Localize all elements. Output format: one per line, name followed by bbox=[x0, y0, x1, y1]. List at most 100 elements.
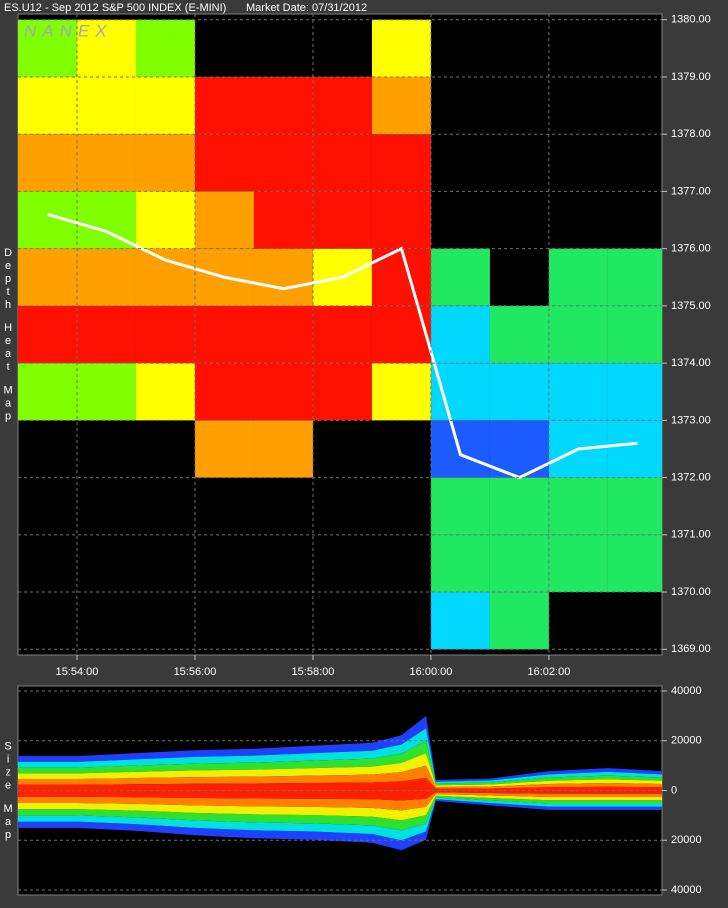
x-tick-label: 16:00:00 bbox=[410, 666, 453, 678]
heat-cell bbox=[548, 534, 608, 593]
heat-cell bbox=[430, 363, 490, 421]
heat-cell bbox=[430, 248, 490, 306]
size-band bbox=[18, 765, 662, 789]
side-label: Map bbox=[2, 803, 14, 842]
heat-cell bbox=[135, 19, 195, 77]
heat-cell bbox=[253, 76, 313, 135]
heat-cell bbox=[312, 305, 372, 364]
y-tick-label: 20000 bbox=[671, 834, 702, 846]
heat-cell bbox=[607, 363, 662, 421]
size-band bbox=[18, 792, 662, 811]
side-label: Size bbox=[2, 741, 14, 793]
size-band bbox=[18, 728, 662, 784]
market-date: Market Date: 07/31/2012 bbox=[246, 2, 367, 14]
heat-cell bbox=[312, 191, 372, 249]
y-tick-label: 0 bbox=[671, 784, 677, 796]
heat-cell bbox=[607, 305, 662, 364]
heat-cell bbox=[76, 363, 136, 421]
heat-cell bbox=[253, 134, 313, 192]
side-label: Map bbox=[2, 385, 14, 424]
heat-cell bbox=[312, 363, 372, 421]
y-tick-label: 1369.00 bbox=[671, 643, 711, 655]
heat-cell bbox=[548, 477, 608, 535]
heat-cell bbox=[430, 592, 490, 650]
side-label: Depth bbox=[2, 247, 14, 312]
heat-cell bbox=[253, 363, 313, 421]
y-tick-label: 1370.00 bbox=[671, 586, 711, 598]
side-label: Heat bbox=[2, 322, 14, 374]
y-tick-label: 1375.00 bbox=[671, 300, 711, 312]
heat-cell bbox=[430, 305, 490, 364]
x-tick-label: 15:54:00 bbox=[56, 666, 99, 678]
heat-cell bbox=[76, 76, 136, 135]
heat-cell bbox=[18, 305, 77, 364]
size-band bbox=[18, 799, 662, 851]
y-tick-label: 1377.00 bbox=[671, 185, 711, 197]
heat-cell bbox=[548, 248, 608, 306]
heat-cell bbox=[312, 134, 372, 192]
y-tick-label: 1376.00 bbox=[671, 243, 711, 255]
heat-cell bbox=[18, 134, 77, 192]
price-line bbox=[47, 212, 638, 480]
heat-cell bbox=[548, 363, 608, 421]
heat-cell bbox=[371, 19, 431, 77]
size-band bbox=[18, 790, 662, 801]
heat-cell bbox=[371, 363, 431, 421]
heat-cell bbox=[135, 363, 195, 421]
heat-cell bbox=[18, 19, 77, 77]
y-tick-label: 1372.00 bbox=[671, 471, 711, 483]
chart-title: ES.U12 - Sep 2012 S&P 500 INDEX (E-MINI) bbox=[4, 2, 226, 14]
heat-cell bbox=[489, 534, 549, 593]
size-band bbox=[18, 753, 662, 788]
heat-cell bbox=[194, 305, 254, 364]
heat-cell bbox=[371, 76, 431, 135]
heat-cell bbox=[135, 191, 195, 249]
heat-cell bbox=[194, 76, 254, 135]
heat-cell bbox=[194, 134, 254, 192]
heat-cell bbox=[607, 248, 662, 306]
heat-cell bbox=[18, 363, 77, 421]
heat-cell bbox=[253, 248, 313, 306]
heat-cell bbox=[135, 134, 195, 192]
heat-cell bbox=[430, 477, 490, 535]
heat-cell bbox=[18, 248, 77, 306]
y-tick-label: 40000 bbox=[671, 884, 702, 896]
heat-cell bbox=[371, 305, 431, 364]
y-tick-label: 1371.00 bbox=[671, 529, 711, 541]
heat-cell bbox=[548, 305, 608, 364]
heat-cell bbox=[194, 420, 254, 478]
heat-cell bbox=[135, 76, 195, 135]
heat-cell bbox=[489, 477, 549, 535]
size-band bbox=[18, 793, 662, 821]
size-band bbox=[18, 778, 662, 791]
heat-cell bbox=[607, 420, 662, 478]
y-tick-label: 1378.00 bbox=[671, 128, 711, 140]
heat-cell bbox=[489, 363, 549, 421]
size-band bbox=[18, 795, 662, 831]
heat-cell bbox=[607, 477, 662, 535]
heat-cell bbox=[253, 305, 313, 364]
heat-cell bbox=[607, 534, 662, 593]
size-band bbox=[18, 715, 662, 782]
logo: NANEX bbox=[24, 21, 113, 40]
heat-cell bbox=[76, 305, 136, 364]
x-tick-label: 16:02:00 bbox=[528, 666, 571, 678]
heat-cell bbox=[76, 134, 136, 192]
heat-cell bbox=[76, 19, 136, 77]
y-tick-label: 20000 bbox=[671, 735, 702, 747]
x-tick-label: 15:58:00 bbox=[292, 666, 335, 678]
heat-cell bbox=[76, 248, 136, 306]
heat-cell bbox=[253, 191, 313, 249]
y-tick-label: 40000 bbox=[671, 685, 702, 697]
heat-cell bbox=[489, 305, 549, 364]
heat-cell bbox=[371, 191, 431, 249]
heat-cell bbox=[135, 248, 195, 306]
heat-cell bbox=[135, 305, 195, 364]
heat-cell bbox=[194, 363, 254, 421]
heat-cell bbox=[430, 420, 490, 478]
x-tick-label: 15:56:00 bbox=[174, 666, 217, 678]
heat-cell bbox=[253, 420, 313, 478]
heat-cell bbox=[18, 76, 77, 135]
